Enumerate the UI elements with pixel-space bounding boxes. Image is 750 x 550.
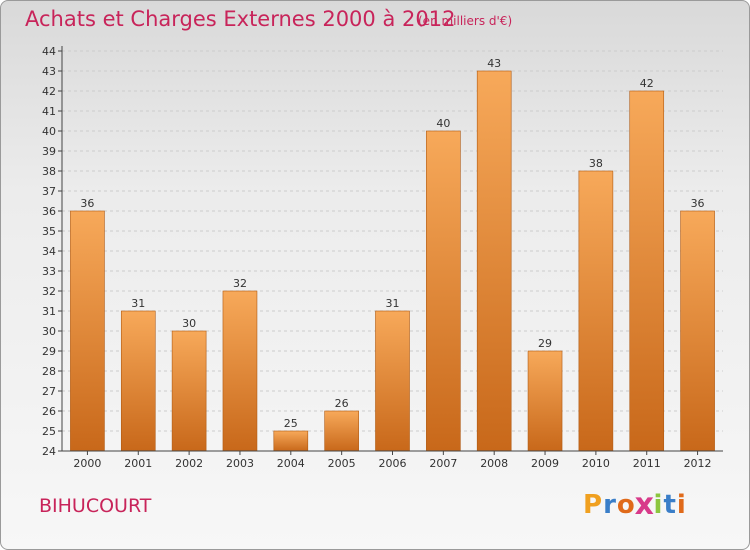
bar xyxy=(70,210,105,452)
y-tick-label: 35 xyxy=(42,225,56,238)
data-label: 36 xyxy=(80,197,94,210)
y-tick-label: 40 xyxy=(42,125,56,138)
y-tick-label: 32 xyxy=(42,285,56,298)
x-tick-label: 2006 xyxy=(379,457,407,470)
y-tick-label: 31 xyxy=(42,305,56,318)
logo-letter: i xyxy=(676,490,687,520)
data-label: 40 xyxy=(436,117,450,130)
y-tick-label: 25 xyxy=(42,425,56,438)
x-tick-label: 2011 xyxy=(633,457,661,470)
bar xyxy=(222,290,258,452)
bar xyxy=(171,330,207,452)
bar xyxy=(324,410,359,452)
y-tick-label: 37 xyxy=(42,185,56,198)
data-label: 29 xyxy=(538,337,552,350)
data-label: 25 xyxy=(284,417,298,430)
data-label: 43 xyxy=(487,57,501,70)
commune-name: BIHUCOURT xyxy=(39,495,152,517)
x-tick-label: 2002 xyxy=(175,457,203,470)
y-tick-label: 42 xyxy=(42,85,56,98)
chart-subtitle: (en milliers d'€) xyxy=(418,14,513,28)
logo-letter: o xyxy=(616,490,636,520)
y-tick-label: 39 xyxy=(42,145,56,158)
y-tick-label: 26 xyxy=(42,405,56,418)
bar xyxy=(578,170,614,452)
data-label: 36 xyxy=(691,197,705,210)
y-tick-label: 36 xyxy=(42,205,56,218)
data-label: 32 xyxy=(233,277,247,290)
chart-title: Achats et Charges Externes 2000 à 2012 xyxy=(25,7,456,31)
data-label: 31 xyxy=(386,297,400,310)
y-tick-label: 38 xyxy=(42,165,56,178)
y-tick-label: 27 xyxy=(42,385,56,398)
y-tick-label: 24 xyxy=(42,445,56,458)
x-tick-label: 2010 xyxy=(582,457,610,470)
x-tick-label: 2012 xyxy=(684,457,712,470)
x-tick-label: 2008 xyxy=(480,457,508,470)
logo-letter: t xyxy=(663,490,677,520)
logo-letter: P xyxy=(583,490,604,520)
y-tick-label: 33 xyxy=(42,265,56,278)
logo-letter: i xyxy=(653,490,664,520)
bar xyxy=(476,70,512,452)
data-label: 30 xyxy=(182,317,196,330)
data-label: 26 xyxy=(335,397,349,410)
data-label: 38 xyxy=(589,157,603,170)
bar xyxy=(527,350,563,452)
y-tick-label: 43 xyxy=(42,65,56,78)
data-label: 42 xyxy=(640,77,654,90)
y-tick-label: 44 xyxy=(42,45,56,58)
x-tick-label: 2009 xyxy=(531,457,559,470)
x-tick-label: 2005 xyxy=(328,457,356,470)
bar xyxy=(375,310,410,452)
bar xyxy=(273,430,309,452)
y-tick-label: 30 xyxy=(42,325,56,338)
y-tick-labels: 24 25 26 27 28 29 30 31 32 33 34 35 36 37 38 39 40 41 42 43… xyxy=(42,45,56,458)
proxiti-logo[interactable]: Proxiti xyxy=(583,487,687,523)
y-tick-label: 41 xyxy=(42,105,56,118)
y-tick-label: 34 xyxy=(42,245,56,258)
x-tick-label: 2001 xyxy=(124,457,152,470)
logo-letter: x xyxy=(634,487,655,523)
x-tick-label: 2003 xyxy=(226,457,254,470)
y-tick-label: 29 xyxy=(42,345,56,358)
x-tick-label: 2007 xyxy=(429,457,457,470)
data-label: 31 xyxy=(131,297,145,310)
data-labels: 36 31 30 32 25 26 31 40 43 29 38 42 36 xyxy=(80,57,704,430)
y-tick-label: 28 xyxy=(42,365,56,378)
x-tick-labels: 2000 2001 2002 2003 2004 2005 2006 2007 2008 2009… xyxy=(73,451,712,470)
bar xyxy=(426,130,461,452)
x-tick-label: 2004 xyxy=(277,457,305,470)
bar xyxy=(629,90,665,452)
bar xyxy=(120,310,156,452)
logo-letter: r xyxy=(603,490,617,520)
x-tick-label: 2000 xyxy=(73,457,101,470)
bar xyxy=(680,210,715,452)
bar-series xyxy=(70,70,715,452)
